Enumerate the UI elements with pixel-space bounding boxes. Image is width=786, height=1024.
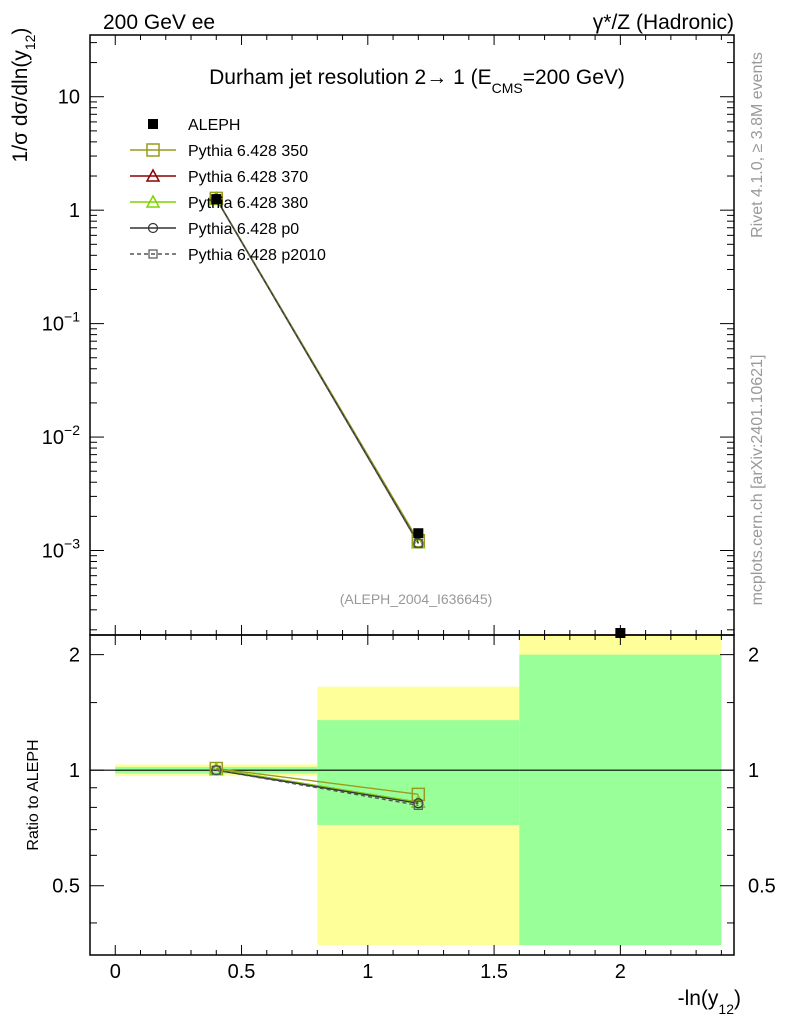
y-tick-label: 10−3 (42, 536, 80, 563)
chart-title: Durham jet resolution 2→ 1 (ECMS=200 GeV… (209, 66, 625, 96)
axis-ticks: 0 0.5 1 1.5 2 10−3 10−2 10−1 1 10 0.5 0.5 1 1 2 2 (42, 35, 776, 983)
ratio-line-3 (216, 768, 419, 803)
y-tick-label: 10 (58, 87, 80, 109)
y-tick-label: 10−1 (42, 309, 80, 336)
aleph-point-3 (615, 628, 626, 638)
x-axis-label: -ln(y12) (678, 987, 741, 1017)
y-tick-label: 10−2 (42, 422, 80, 449)
legend-label-3: Pythia 6.428 380 (188, 195, 308, 212)
legend: ALEPH Pythia 6.428 350 Pythia 6.428 370 Pyt… (130, 117, 326, 264)
legend-marker-5 (148, 249, 158, 259)
ratio-tick-label-left: 0.5 (52, 876, 80, 898)
legend-marker-4 (147, 222, 159, 234)
legend-label-5: Pythia 6.428 p2010 (188, 247, 326, 264)
series-line-5 (215, 198, 419, 544)
legend-marker-0 (148, 119, 158, 129)
aleph-point-1 (211, 194, 222, 205)
ratio-y-axis-label: Ratio to ALEPH (25, 739, 42, 850)
ratio-tick-label-right: 2 (748, 645, 759, 667)
series-point-5 (413, 539, 423, 549)
y-axis-label: 1/σ dσ/dln(y12) (9, 28, 38, 163)
series-lines (215, 198, 419, 807)
legend-label-0: ALEPH (188, 117, 240, 134)
aleph-point-2 (413, 528, 424, 539)
legend-label-4: Pythia 6.428 p0 (188, 221, 299, 238)
x-tick-label: 1 (362, 961, 373, 983)
x-tick-label: 1.5 (480, 961, 508, 983)
legend-label-2: Pythia 6.428 370 (188, 169, 308, 186)
legend-marker-1 (146, 143, 160, 157)
ratio-tick-label-right: 0.5 (748, 876, 776, 898)
x-tick-label: 2 (615, 961, 626, 983)
ratio-tick-label-left: 1 (69, 760, 80, 782)
mcplots-label: mcplots.cern.ch [arXiv:2401.10621] (749, 355, 766, 606)
ratio-band-green-3 (519, 654, 722, 946)
data-markers (209, 191, 626, 810)
analysis-id-label: (ALEPH_2004_I636645) (340, 591, 493, 607)
legend-marker-3 (145, 194, 161, 208)
ratio-tick-label-left: 2 (69, 645, 80, 667)
ratio-line-5 (216, 769, 419, 807)
ratio-point-5 (211, 765, 221, 775)
legend-marker-2 (145, 168, 161, 182)
x-tick-label: 0.5 (228, 961, 256, 983)
header-right-label: γ*/Z (Hadronic) (593, 11, 734, 34)
ratio-line-1 (216, 767, 419, 796)
ratio-point-5 (413, 800, 423, 810)
header-left-label: 200 GeV ee (103, 11, 215, 34)
y-tick-label: 1 (69, 200, 80, 222)
rivet-version-label: Rivet 4.1.0, ≥ 3.8M events (749, 52, 766, 238)
ratio-plot-frame (89, 634, 735, 956)
ratio-point-1 (411, 787, 426, 802)
ratio-tick-label-right: 1 (748, 760, 759, 782)
ratio-line-4 (216, 769, 419, 804)
x-tick-label: 0 (110, 961, 121, 983)
legend-label-1: Pythia 6.428 350 (188, 143, 308, 160)
